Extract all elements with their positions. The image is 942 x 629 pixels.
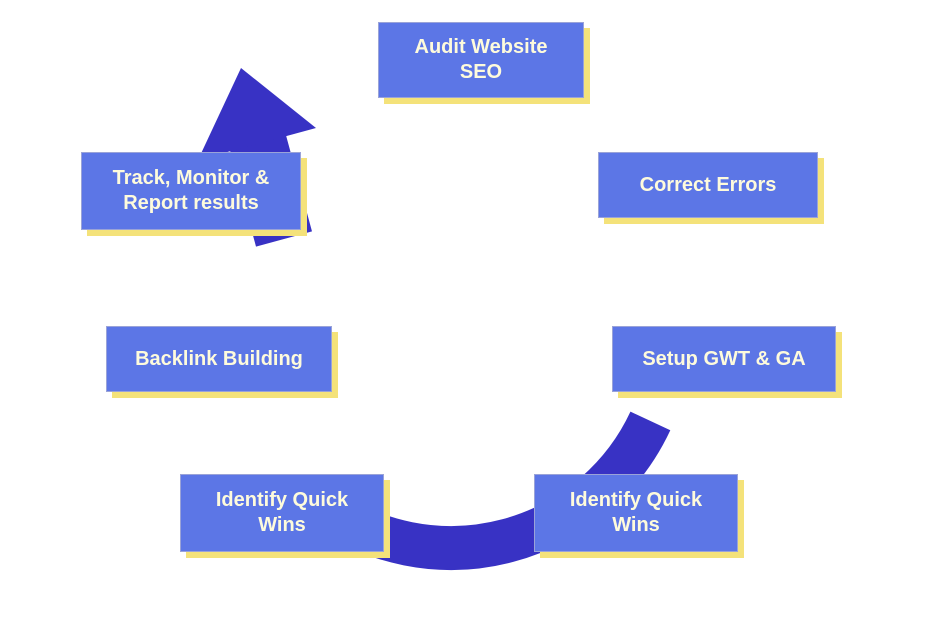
cycle-node-track: Track, Monitor & Report results <box>81 152 301 230</box>
cycle-node-audit: Audit Website SEO <box>378 22 584 98</box>
cycle-node-backlink: Backlink Building <box>106 326 332 392</box>
cycle-nodes: Audit Website SEO Correct Errors Setup GWT… <box>0 0 942 629</box>
node-label: Identify Quick Wins <box>570 488 702 538</box>
node-label: Track, Monitor & Report results <box>113 166 270 216</box>
node-label: Audit Website SEO <box>415 35 548 85</box>
cycle-node-identify-l: Identify Quick Wins <box>180 474 384 552</box>
cycle-node-correct-errors: Correct Errors <box>598 152 818 218</box>
cycle-node-setup-gwt-ga: Setup GWT & GA <box>612 326 836 392</box>
node-label: Backlink Building <box>135 347 303 372</box>
seo-cycle-diagram: Audit Website SEO Correct Errors Setup GWT… <box>0 0 942 629</box>
cycle-node-identify-r: Identify Quick Wins <box>534 474 738 552</box>
node-label: Identify Quick Wins <box>216 488 348 538</box>
node-label: Correct Errors <box>640 173 777 198</box>
node-label: Setup GWT & GA <box>642 347 805 372</box>
